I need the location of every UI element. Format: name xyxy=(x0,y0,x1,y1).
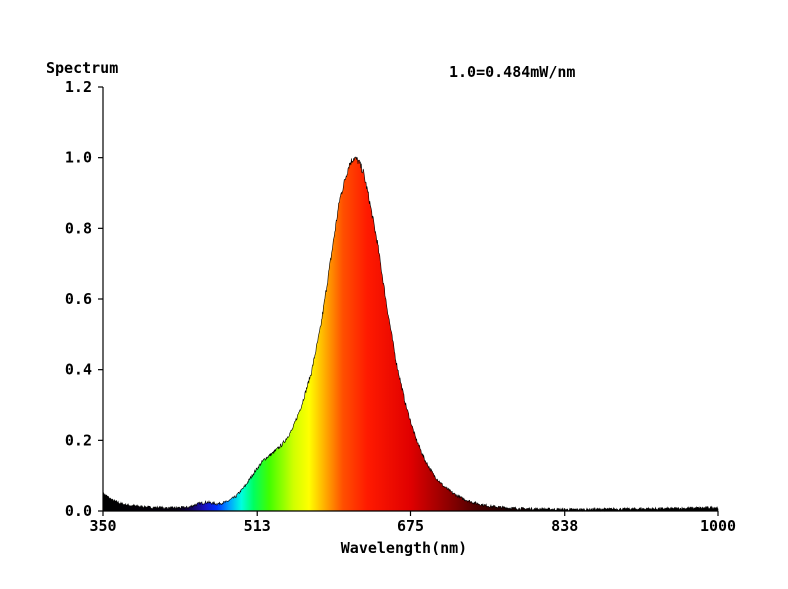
y-tick-label: 0.4 xyxy=(65,361,92,379)
x-tick-label: 1000 xyxy=(700,517,736,535)
x-tick-label: 838 xyxy=(551,517,578,535)
y-tick-label: 0.6 xyxy=(65,290,92,308)
y-tick-label: 1.2 xyxy=(65,78,92,96)
x-axis-label: Wavelength(nm) xyxy=(341,539,467,557)
y-tick-label: 0.2 xyxy=(65,431,92,449)
y-axis-ticks: 0.0 0.2 0.4 0.6 0.8 1.0 1.2 xyxy=(65,78,103,520)
spectrum-area xyxy=(102,156,719,512)
x-axis-ticks: 350 513 675 838 1000 xyxy=(89,511,736,535)
x-tick-label: 675 xyxy=(397,517,424,535)
y-tick-label: 0.8 xyxy=(65,219,92,237)
scale-annotation: 1.0=0.484mW/nm xyxy=(449,63,575,81)
y-tick-label: 1.0 xyxy=(65,149,92,167)
chart-title: Spectrum xyxy=(46,59,118,77)
y-tick-label: 0.0 xyxy=(65,502,92,520)
x-tick-label: 350 xyxy=(89,517,116,535)
x-tick-label: 513 xyxy=(244,517,271,535)
